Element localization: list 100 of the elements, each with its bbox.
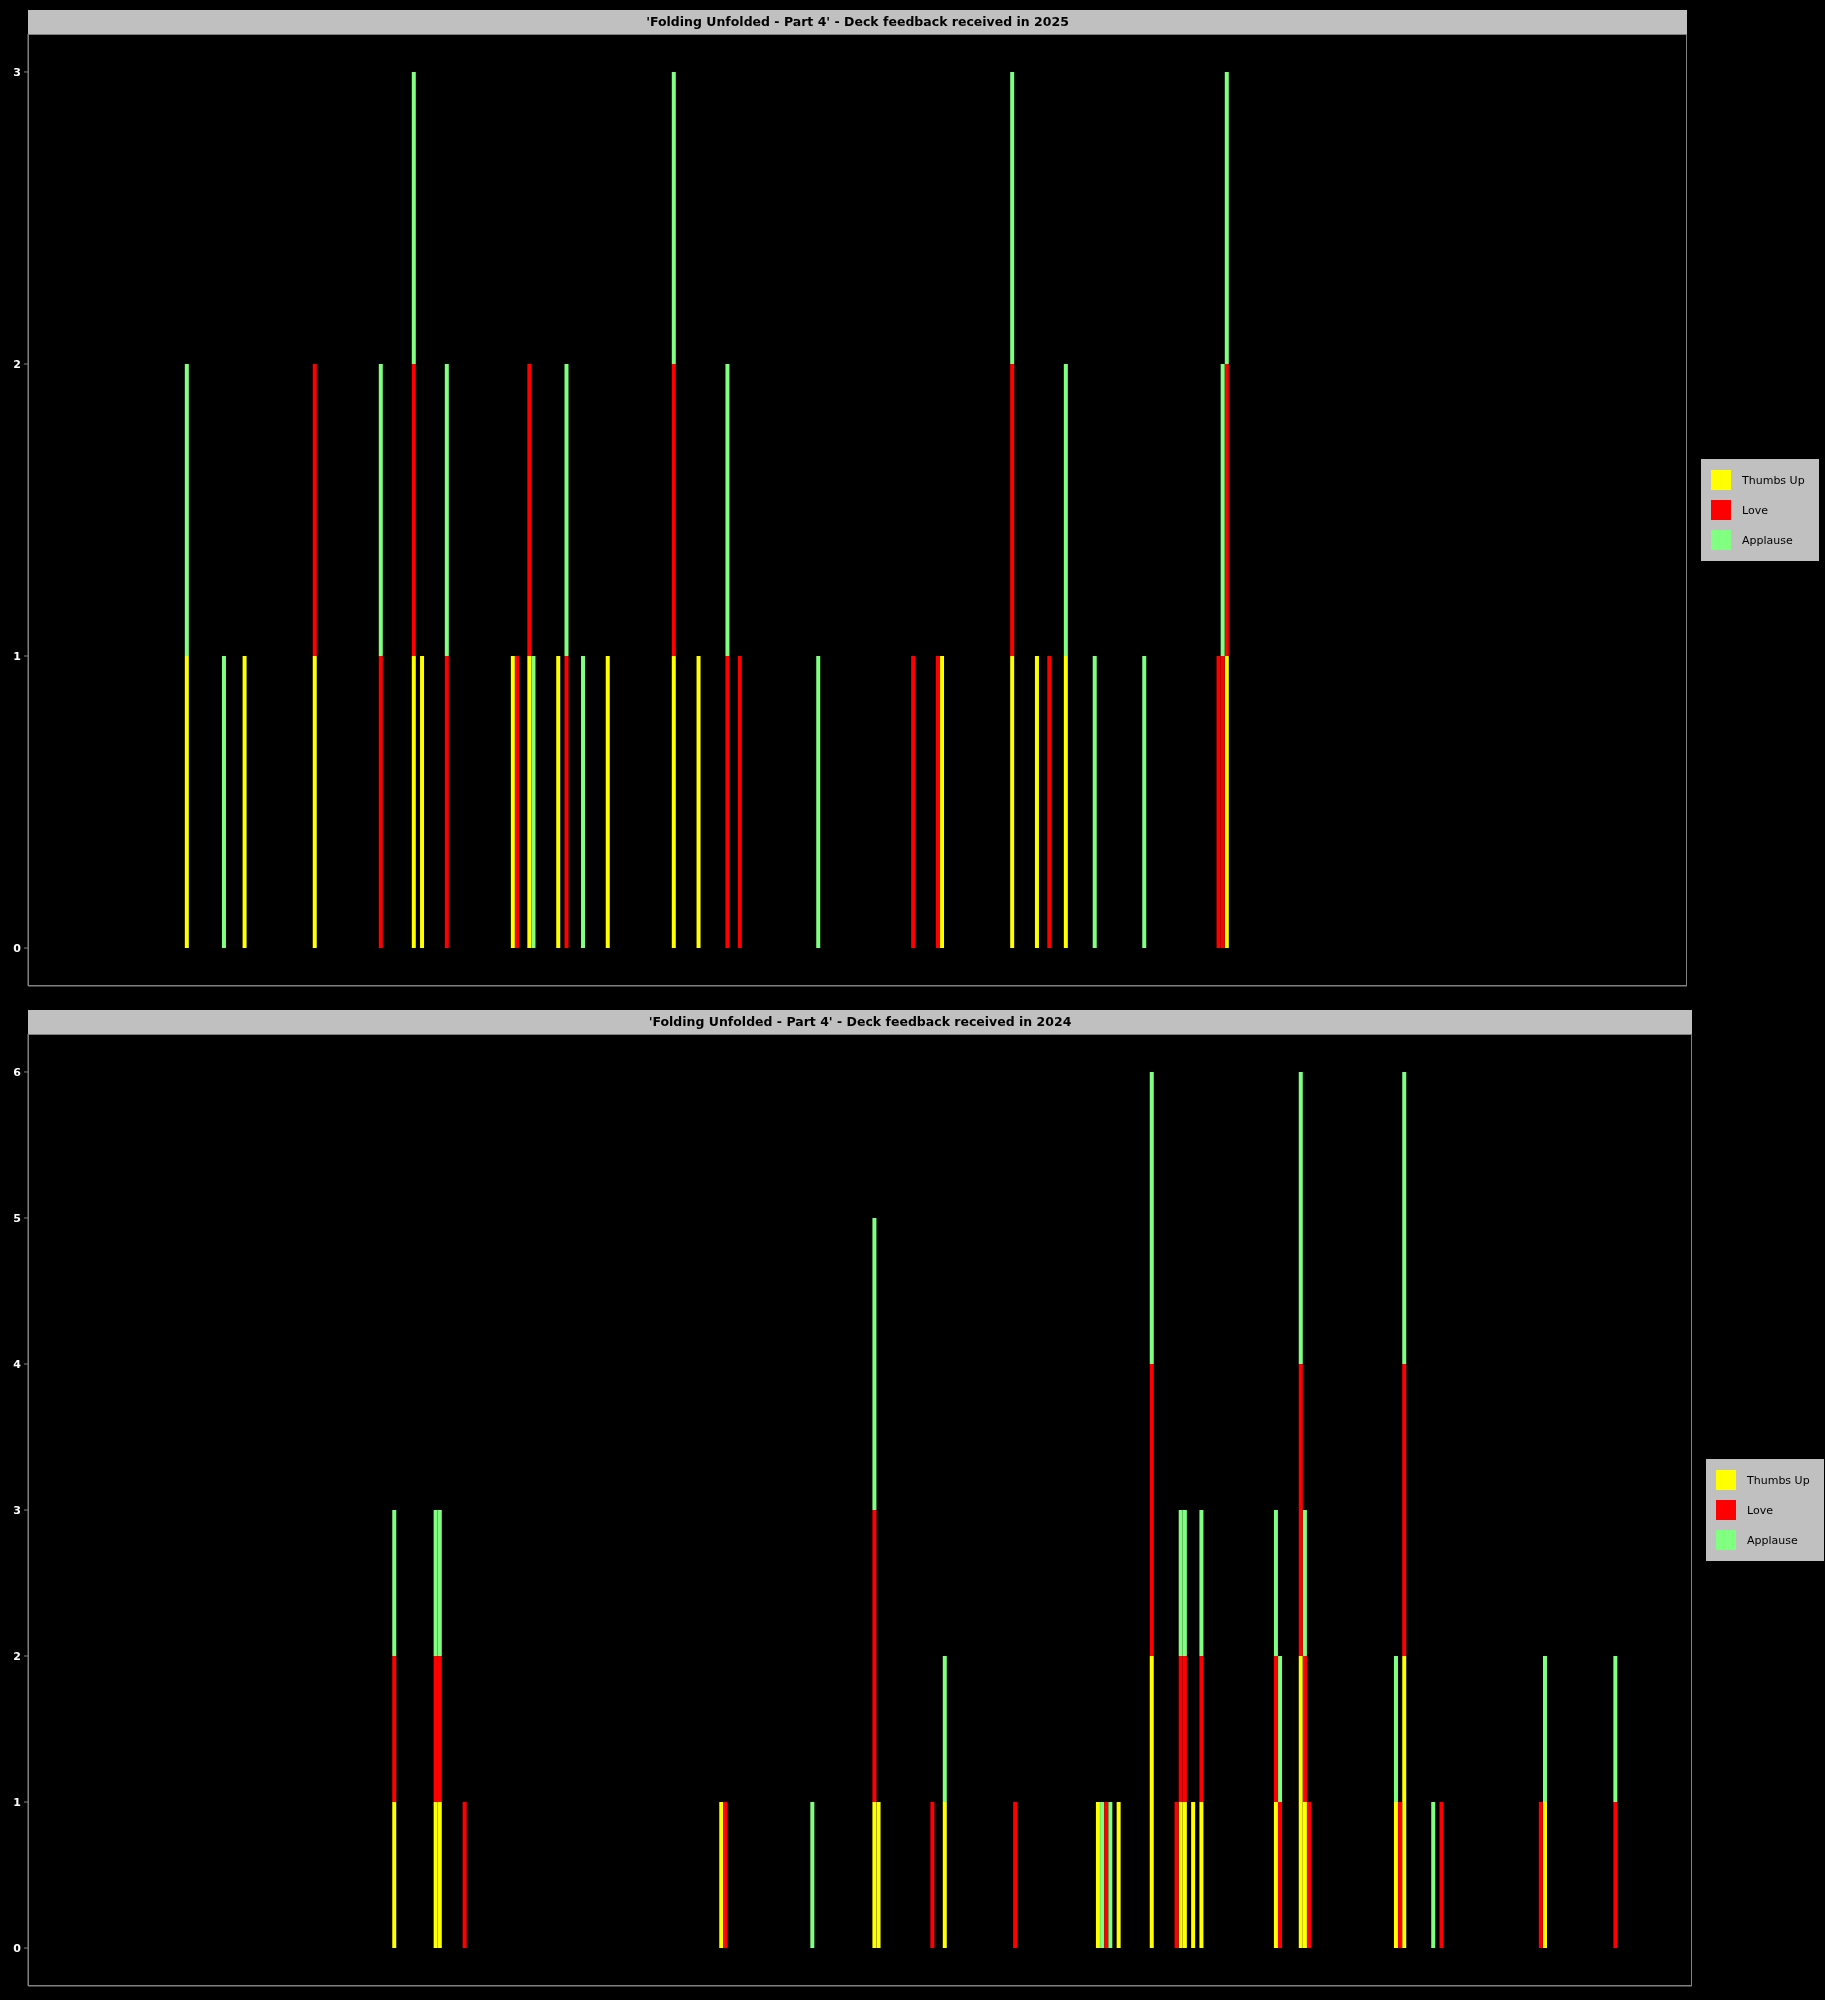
bar bbox=[816, 656, 821, 949]
y-tick-label: 1 bbox=[13, 1795, 21, 1809]
bar bbox=[872, 1802, 877, 1949]
bar bbox=[1542, 1656, 1547, 1803]
bar bbox=[514, 656, 519, 949]
bar bbox=[942, 1802, 947, 1949]
y-tick-label: 5 bbox=[13, 1211, 21, 1225]
y-tick-label: 6 bbox=[13, 1065, 22, 1079]
bar bbox=[1199, 1656, 1204, 1803]
bar bbox=[510, 656, 515, 949]
bar bbox=[1224, 656, 1229, 949]
bar bbox=[411, 656, 416, 949]
bar bbox=[1402, 1071, 1407, 1364]
bar bbox=[1398, 1802, 1403, 1949]
bar bbox=[411, 71, 416, 364]
bar bbox=[1199, 1802, 1204, 1949]
bar bbox=[184, 363, 189, 657]
bar bbox=[1393, 1802, 1398, 1949]
bar bbox=[527, 656, 532, 949]
bar bbox=[312, 656, 317, 949]
y-tick-label: 3 bbox=[13, 1503, 21, 1517]
bar bbox=[1010, 656, 1015, 949]
bar bbox=[378, 363, 383, 657]
bar bbox=[420, 656, 425, 949]
bar bbox=[696, 656, 701, 949]
bar bbox=[437, 1802, 442, 1949]
bar bbox=[942, 1656, 947, 1803]
bar bbox=[1104, 1802, 1109, 1949]
bar bbox=[1108, 1802, 1113, 1949]
bar bbox=[564, 656, 569, 949]
bar bbox=[1100, 1802, 1105, 1949]
bar bbox=[1047, 656, 1052, 949]
bar bbox=[725, 656, 730, 949]
bar bbox=[437, 1656, 442, 1803]
bar bbox=[872, 1510, 877, 1803]
bar bbox=[1178, 1510, 1183, 1657]
bar bbox=[392, 1802, 397, 1949]
bar bbox=[1542, 1802, 1547, 1949]
bar bbox=[1182, 1802, 1187, 1949]
bar bbox=[810, 1802, 815, 1949]
bar bbox=[1302, 1510, 1307, 1657]
legend-label: Thumbs Up bbox=[1742, 473, 1805, 487]
y-tick-label: 2 bbox=[13, 1649, 21, 1663]
bar bbox=[1613, 1656, 1618, 1803]
bar bbox=[411, 363, 416, 657]
y-tick-label: 2 bbox=[13, 357, 21, 371]
bar bbox=[872, 1217, 877, 1510]
y-tick-label: 4 bbox=[13, 1357, 22, 1371]
bar bbox=[1149, 1363, 1154, 1657]
bar bbox=[531, 656, 536, 949]
bar bbox=[725, 363, 730, 657]
bar bbox=[527, 363, 532, 657]
y-tick-label: 0 bbox=[13, 941, 22, 955]
bar bbox=[1182, 1510, 1187, 1657]
bar bbox=[433, 1510, 438, 1657]
bar bbox=[605, 656, 610, 949]
bar bbox=[911, 656, 916, 949]
y-tick-label: 1 bbox=[13, 649, 21, 663]
bar bbox=[1613, 1802, 1618, 1949]
bar bbox=[1216, 656, 1221, 949]
bar bbox=[1224, 363, 1229, 657]
bar bbox=[1302, 1656, 1307, 1803]
bar bbox=[1393, 1656, 1398, 1803]
bar bbox=[378, 656, 383, 949]
legend-label: Love bbox=[1747, 1503, 1773, 1517]
bar bbox=[433, 1656, 438, 1803]
y-tick-label: 0 bbox=[13, 1941, 22, 1955]
bar bbox=[1063, 363, 1068, 657]
bar bbox=[392, 1510, 397, 1657]
legend-label: Thumbs Up bbox=[1747, 1473, 1810, 1487]
bar bbox=[1010, 71, 1015, 364]
bar bbox=[671, 71, 676, 364]
legend-label: Applause bbox=[1742, 533, 1793, 547]
bar bbox=[392, 1656, 397, 1803]
bar bbox=[1431, 1802, 1436, 1949]
bar bbox=[1220, 656, 1225, 949]
chart-title: 'Folding Unfolded - Part 4' - Deck feedback received in 2024 bbox=[28, 1010, 1692, 1034]
legend-label: Love bbox=[1742, 503, 1768, 517]
bar bbox=[1013, 1802, 1018, 1949]
bar bbox=[671, 656, 676, 949]
bar bbox=[433, 1802, 438, 1949]
bar bbox=[556, 656, 561, 949]
bar bbox=[1273, 1802, 1278, 1949]
bar bbox=[1063, 656, 1068, 949]
bar bbox=[671, 363, 676, 657]
bar bbox=[462, 1802, 467, 1949]
bar bbox=[1149, 1656, 1154, 1949]
bar bbox=[1402, 1363, 1407, 1657]
bar bbox=[564, 363, 569, 657]
bar bbox=[940, 656, 945, 949]
bar bbox=[737, 656, 742, 949]
bar bbox=[444, 656, 449, 949]
bar bbox=[312, 363, 317, 657]
bar bbox=[1095, 1802, 1100, 1949]
bar bbox=[1149, 1071, 1154, 1364]
bar bbox=[723, 1802, 728, 1949]
bar bbox=[184, 656, 189, 949]
bar bbox=[1278, 1656, 1283, 1803]
bar bbox=[1538, 1802, 1543, 1949]
bar bbox=[719, 1802, 724, 1949]
